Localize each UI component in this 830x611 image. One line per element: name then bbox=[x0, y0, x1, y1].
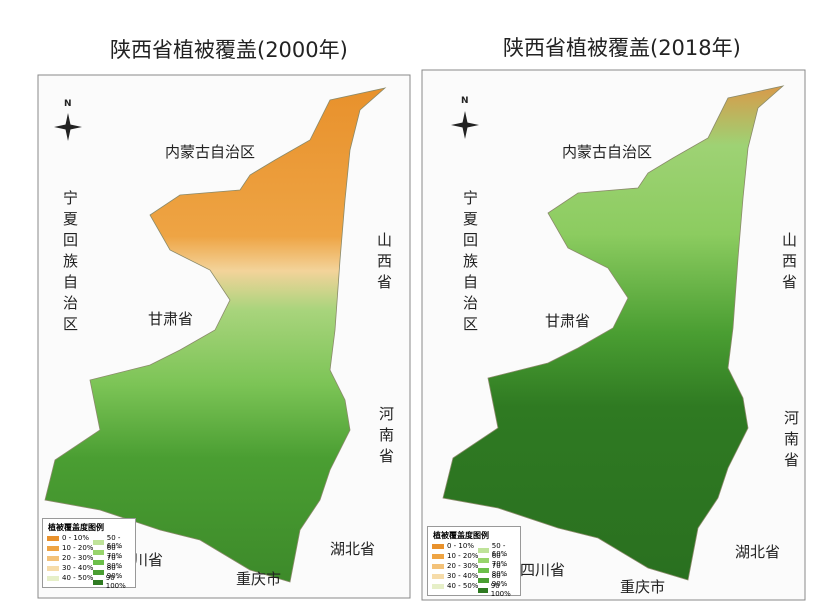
map-title: 陕西省植被覆盖(2018年) bbox=[503, 36, 741, 60]
region-label: 河南省 bbox=[377, 406, 395, 469]
legend-swatch bbox=[93, 579, 103, 585]
legend-label: 70 - 80% bbox=[106, 554, 123, 570]
legend-swatch bbox=[478, 567, 489, 573]
legend-label: 30 - 40% bbox=[62, 564, 94, 572]
legend-item: 0 - 10% bbox=[432, 542, 474, 550]
legend-item: 90 - 100% bbox=[93, 574, 135, 590]
legend-swatch bbox=[93, 539, 104, 545]
region-label: 四川省 bbox=[520, 561, 566, 579]
legend-swatch bbox=[432, 553, 444, 559]
legend-label: 80 - 90% bbox=[106, 564, 123, 580]
legend-label: 40 - 50% bbox=[447, 582, 479, 590]
legend-item: 60 - 70% bbox=[93, 544, 135, 560]
region-label: 河南省 bbox=[782, 410, 800, 473]
legend-label: 90 - 100% bbox=[105, 574, 126, 590]
legend-swatch bbox=[478, 587, 488, 593]
legend-label: 20 - 30% bbox=[62, 554, 94, 562]
legend-swatch bbox=[93, 559, 104, 565]
legend-item: 0 - 10% bbox=[47, 534, 89, 542]
legend-item: 20 - 30% bbox=[432, 562, 478, 570]
legend-item: 40 - 50% bbox=[47, 574, 93, 582]
legend-label: 10 - 20% bbox=[447, 552, 479, 560]
region-label: 山西省 bbox=[780, 232, 798, 295]
legend-label: 60 - 70% bbox=[491, 552, 508, 568]
legend-swatch bbox=[93, 549, 104, 555]
legend-label: 90 - 100% bbox=[490, 582, 511, 598]
legend-label: 20 - 30% bbox=[447, 562, 479, 570]
legend-swatch bbox=[432, 563, 444, 569]
panel-2000 bbox=[37, 74, 411, 599]
legend-swatch bbox=[432, 573, 444, 579]
legend-item: 50 - 60% bbox=[93, 534, 135, 550]
legend-swatch bbox=[93, 569, 104, 575]
region-label: 重庆市 bbox=[236, 570, 282, 588]
legend-swatch bbox=[47, 545, 59, 551]
region-label: 重庆市 bbox=[620, 578, 666, 596]
legend-swatch bbox=[478, 577, 489, 583]
map-title: 陕西省植被覆盖(2000年) bbox=[110, 38, 348, 62]
legend-item: 60 - 70% bbox=[478, 552, 520, 568]
legend-label: 30 - 40% bbox=[447, 572, 479, 580]
legend-swatch bbox=[478, 557, 489, 563]
legend-item: 30 - 40% bbox=[47, 564, 93, 572]
legend-item: 50 - 60% bbox=[478, 542, 520, 558]
legend-item: 30 - 40% bbox=[432, 572, 478, 580]
legend-label: 70 - 80% bbox=[491, 562, 508, 578]
legend-label: 60 - 70% bbox=[106, 544, 123, 560]
legend-swatch bbox=[478, 547, 489, 553]
legend-label: 40 - 50% bbox=[62, 574, 94, 582]
legend-item: 70 - 80% bbox=[93, 554, 135, 570]
region-label: 山西省 bbox=[375, 232, 393, 295]
legend-item: 10 - 20% bbox=[432, 552, 478, 560]
legend-label: 50 - 60% bbox=[106, 534, 123, 550]
region-label: 内蒙古自治区 bbox=[562, 143, 653, 161]
legend-swatch bbox=[47, 575, 59, 581]
legend-item: 80 - 90% bbox=[478, 572, 520, 588]
legend-item: 40 - 50% bbox=[432, 582, 478, 590]
legend-swatch bbox=[432, 583, 444, 589]
legend-swatch bbox=[47, 565, 59, 571]
legend-label: 50 - 60% bbox=[491, 542, 508, 558]
region-label: 湖北省 bbox=[735, 543, 781, 561]
legend-item: 90 - 100% bbox=[478, 582, 520, 598]
legend-item: 70 - 80% bbox=[478, 562, 520, 578]
legend-item: 80 - 90% bbox=[93, 564, 135, 580]
legend-swatch bbox=[432, 543, 444, 549]
legend-title: 植被覆盖度图例 bbox=[433, 531, 489, 540]
legend-item: 20 - 30% bbox=[47, 554, 93, 562]
legend-label: 80 - 90% bbox=[491, 572, 508, 588]
region-label: 宁夏回族自治区 bbox=[61, 190, 79, 337]
legend: 植被覆盖度图例 0 - 10% 10 - 20% 20 - 30% 30 - 40% 40… bbox=[42, 518, 136, 590]
north-label: N bbox=[461, 96, 469, 106]
legend-label: 0 - 10% bbox=[447, 542, 474, 550]
north-label: N bbox=[64, 99, 72, 109]
panel-2018 bbox=[421, 69, 806, 601]
legend-title: 植被覆盖度图例 bbox=[48, 523, 104, 532]
legend-label: 0 - 10% bbox=[62, 534, 89, 542]
legend-label: 10 - 20% bbox=[62, 544, 94, 552]
legend-item: 10 - 20% bbox=[47, 544, 93, 552]
region-label: 内蒙古自治区 bbox=[165, 143, 256, 161]
region-label: 甘肃省 bbox=[545, 312, 591, 330]
region-label: 宁夏回族自治区 bbox=[461, 190, 479, 337]
region-label: 甘肃省 bbox=[148, 310, 194, 328]
legend-swatch bbox=[47, 535, 59, 541]
region-label: 湖北省 bbox=[330, 540, 376, 558]
legend: 植被覆盖度图例 0 - 10% 10 - 20% 20 - 30% 30 - 40% 40… bbox=[427, 526, 521, 598]
legend-swatch bbox=[47, 555, 59, 561]
